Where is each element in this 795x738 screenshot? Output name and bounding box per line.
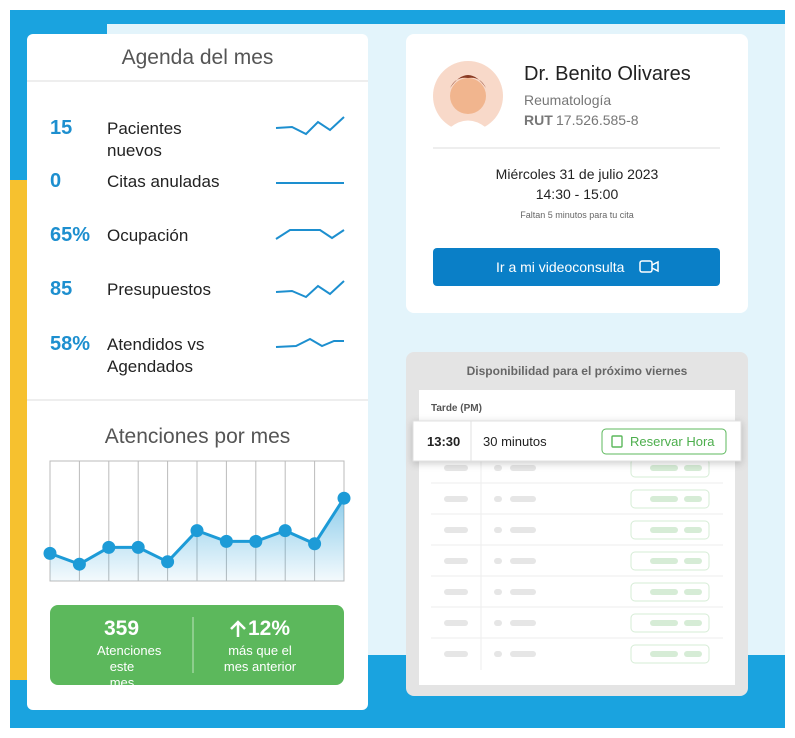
point [102, 540, 116, 554]
skeleton [494, 620, 502, 626]
button-label: Ir a mi videoconsulta [496, 259, 625, 275]
notice: Faltan 5 minutos para tu cita [520, 210, 634, 220]
stat-label: Citas anuladas [107, 172, 220, 191]
change: 12% [248, 617, 291, 640]
stat-label: Pacientes nuevos [107, 119, 182, 160]
skeleton [444, 651, 468, 657]
point [131, 540, 145, 554]
change-label: más que el mes anterior [223, 643, 297, 674]
time: 14:30 - 15:00 [535, 186, 619, 202]
skeleton [444, 496, 468, 502]
date: Miércoles 31 de julio 2023 [495, 166, 659, 182]
stat-value: 65% [50, 224, 91, 246]
skeleton [510, 620, 536, 626]
skeleton [684, 527, 702, 533]
skeleton-button [630, 520, 710, 540]
area [50, 498, 344, 581]
doctor-name: Dr. Benito Olivares [524, 63, 691, 85]
skeleton [494, 465, 502, 471]
skeleton [510, 496, 536, 502]
point [278, 524, 292, 538]
point [337, 491, 351, 505]
total-label: Atenciones este mes [97, 643, 162, 690]
rut: 17.526.585-8 [556, 112, 639, 128]
skeleton [494, 496, 502, 502]
stat-label: Presupuestos [107, 280, 211, 299]
skeleton [444, 465, 468, 471]
summary-box [50, 605, 344, 685]
stat-value: 58% [50, 333, 91, 355]
skeleton [510, 527, 536, 533]
point [249, 534, 263, 548]
skeleton [650, 465, 678, 471]
skeleton [494, 558, 502, 564]
skeleton-button [630, 582, 710, 602]
skeleton [444, 558, 468, 564]
reserve-button[interactable] [601, 428, 727, 455]
calendar-icon [611, 435, 623, 448]
stat-label: Ocupación [107, 226, 189, 245]
sparklines [275, 116, 345, 348]
skeleton [444, 589, 468, 595]
skeleton [650, 651, 678, 657]
video-icon [651, 260, 659, 273]
skeleton [650, 558, 678, 564]
skeleton [684, 496, 702, 502]
skeleton [650, 589, 678, 595]
specialty: Reumatología [524, 92, 612, 108]
skeleton [510, 465, 536, 471]
skeleton [650, 620, 678, 626]
skeleton [684, 589, 702, 595]
total: 359 [103, 617, 140, 640]
skeleton [494, 589, 502, 595]
skeleton [684, 620, 702, 626]
skeleton [510, 589, 536, 595]
skeleton [494, 651, 502, 657]
avatar-hair [450, 75, 486, 88]
skeleton [444, 620, 468, 626]
point [161, 555, 175, 569]
skeleton [684, 651, 702, 657]
skeleton-button [630, 613, 710, 633]
point [219, 534, 233, 548]
video-icon [639, 260, 653, 273]
arrow-up-icon [230, 620, 246, 637]
skeleton [510, 651, 536, 657]
stat-value: 15 [50, 117, 73, 139]
avatar-face [450, 78, 486, 114]
point [43, 546, 57, 560]
line-chart [43, 460, 351, 582]
skeleton [684, 465, 702, 471]
avatar-shirt [446, 120, 490, 131]
skeleton-button [630, 551, 710, 571]
skeleton [494, 527, 502, 533]
stat-value: 85 [50, 278, 73, 300]
skeleton [510, 558, 536, 564]
section: Tarde (PM) [431, 403, 482, 414]
skeleton [444, 527, 468, 533]
point [190, 524, 204, 538]
rut-label: RUT [524, 112, 553, 128]
point [308, 537, 322, 551]
chart-title: Atenciones por mes [104, 425, 291, 448]
slot-time: 13:30 [427, 434, 461, 449]
point [72, 557, 86, 571]
skeleton-button [630, 644, 710, 664]
stat-label: Atendidos vs Agendados [107, 335, 205, 376]
skeleton [650, 496, 678, 502]
stat-value: 0 [50, 170, 62, 192]
slot-duration: 30 minutos [483, 434, 547, 449]
title: Agenda del mes [121, 46, 274, 69]
skeleton [684, 558, 702, 564]
reserve-label: Reservar Hora [630, 434, 715, 449]
skeleton [650, 527, 678, 533]
skeleton-button [630, 489, 710, 509]
video-button[interactable] [433, 248, 720, 286]
bg-yellow [10, 180, 30, 680]
availability-title: Disponibilidad para el próximo viernes [466, 364, 688, 378]
